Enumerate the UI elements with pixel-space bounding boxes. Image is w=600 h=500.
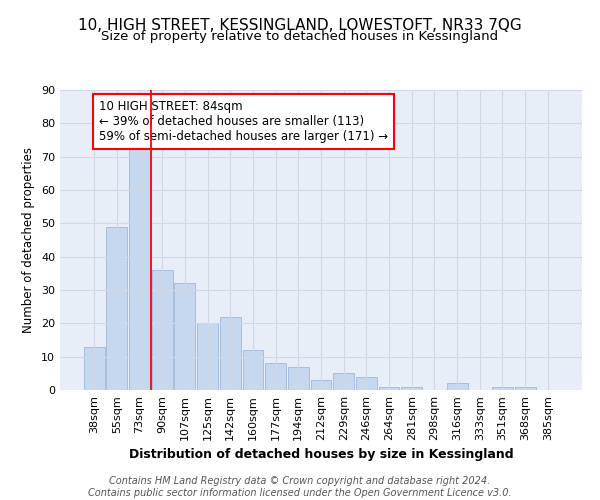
Bar (220, 316, 241, 390)
Bar (401, 386, 422, 390)
Bar (288, 366, 309, 390)
X-axis label: Distribution of detached houses by size in Kessingland: Distribution of detached houses by size … (128, 448, 514, 462)
Bar (379, 386, 400, 390)
Bar (492, 386, 513, 390)
Bar (446, 384, 467, 390)
Bar (242, 350, 263, 390)
Text: Size of property relative to detached houses in Kessingland: Size of property relative to detached ho… (101, 30, 499, 43)
Bar (84, 346, 104, 390)
Bar (265, 364, 286, 390)
Y-axis label: Number of detached properties: Number of detached properties (22, 147, 35, 333)
Bar (129, 146, 150, 390)
Bar (333, 374, 354, 390)
Text: 10, HIGH STREET, KESSINGLAND, LOWESTOFT, NR33 7QG: 10, HIGH STREET, KESSINGLAND, LOWESTOFT,… (78, 18, 522, 32)
Text: Contains HM Land Registry data © Crown copyright and database right 2024.
Contai: Contains HM Land Registry data © Crown c… (88, 476, 512, 498)
Bar (311, 380, 331, 390)
Bar (152, 270, 173, 390)
Bar (356, 376, 377, 390)
Bar (515, 386, 536, 390)
Bar (106, 226, 127, 390)
Bar (197, 324, 218, 390)
Text: 10 HIGH STREET: 84sqm
← 39% of detached houses are smaller (113)
59% of semi-det: 10 HIGH STREET: 84sqm ← 39% of detached … (98, 100, 388, 143)
Bar (175, 284, 196, 390)
